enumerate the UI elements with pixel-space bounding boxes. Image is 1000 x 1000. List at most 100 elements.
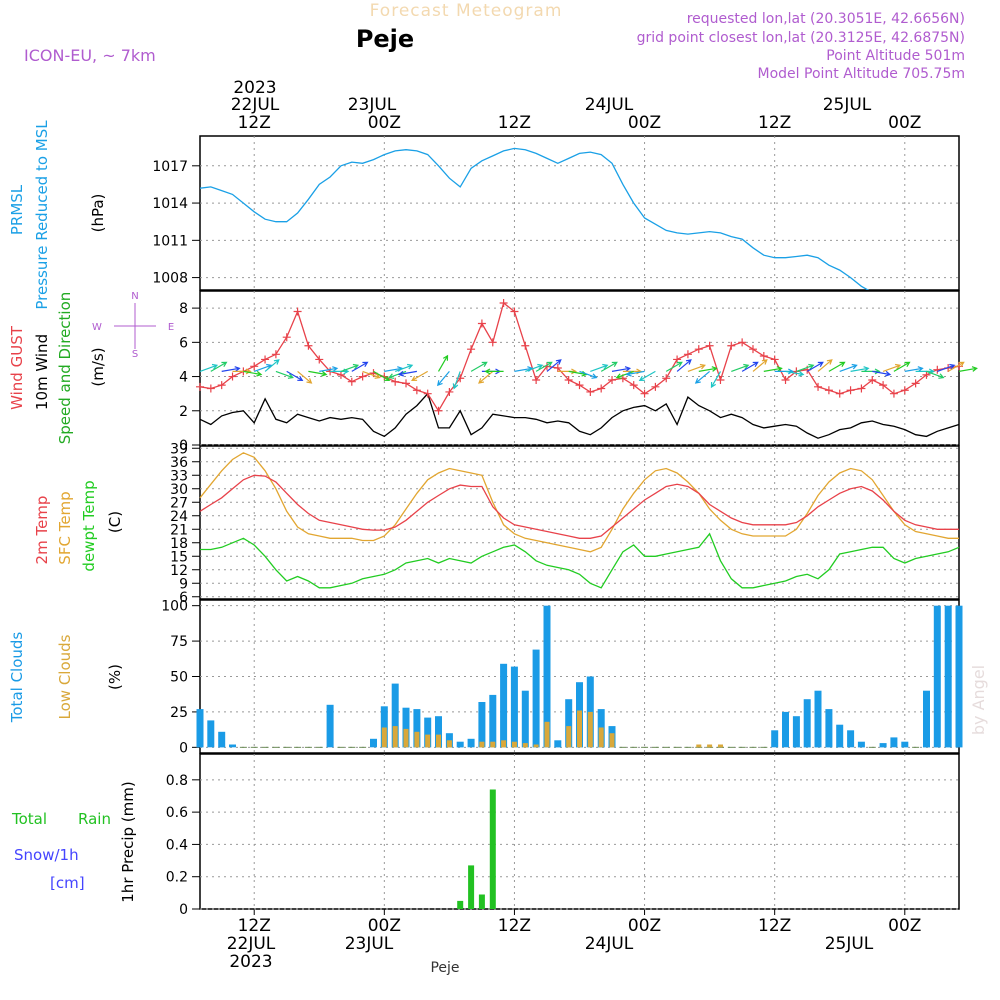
wind-arrow [232, 368, 252, 375]
y-tick-label: 30 [170, 482, 188, 498]
snow-label: Snow/1h [14, 846, 79, 864]
pressure-line [200, 147, 870, 290]
low-cloud-bar [577, 710, 582, 748]
total-cloud-bar [923, 690, 930, 748]
wind-arrow [286, 370, 304, 382]
wind-arrow [665, 361, 683, 372]
wind-arrow [958, 366, 978, 372]
gust-marker [824, 386, 833, 395]
wind-arrow [796, 363, 815, 372]
total-cloud-bar [825, 709, 833, 748]
gust-marker [304, 341, 313, 350]
percent-unit-label: (%) [106, 664, 124, 690]
wind-arrow [387, 370, 407, 379]
panel-frame [199, 135, 960, 291]
total-cloud-bar [814, 690, 822, 748]
total-cloud-bar [402, 707, 410, 748]
total-rain-label-total: Total [11, 810, 47, 828]
wind-arrow [452, 371, 461, 390]
y-tick-label: 0 [179, 902, 188, 918]
y-tick-label: 100 [161, 599, 188, 615]
wind-arrow [319, 366, 339, 372]
low-cloud-bar [533, 744, 539, 748]
total-cloud-bar [196, 709, 204, 748]
total-cloud-bar [380, 706, 388, 748]
hour-label-top: 00Z [628, 113, 661, 133]
wind-arrow [676, 359, 692, 372]
y-tick-label: 4 [179, 370, 188, 386]
wind-arrow [694, 370, 710, 384]
ms-unit-label: (m/s) [89, 347, 107, 386]
gust-marker [521, 341, 530, 350]
gust-marker [933, 365, 942, 374]
gust-marker [879, 381, 888, 390]
gust-marker [217, 381, 226, 390]
y-tick-label: 21 [170, 522, 188, 538]
pressure-panel: 1008 1011 1014 1017 [152, 135, 960, 291]
total-cloud-bar [944, 605, 952, 748]
wind-arrow [470, 361, 488, 372]
gust-marker [282, 333, 291, 342]
sfc-temp-label: SFC Temp [56, 491, 74, 564]
gust-marker [629, 381, 638, 390]
gust-marker [564, 375, 573, 384]
y-tick-label: 24 [170, 509, 188, 525]
wind-arrow [243, 370, 263, 377]
total-cloud-bar [565, 699, 573, 748]
wind-10m-label: 10m Wind [33, 334, 51, 410]
gust-marker [759, 352, 768, 361]
gust-marker [770, 355, 779, 364]
clouds-panel: 0 25 50 75 100 [161, 599, 963, 756]
wind-arrow [615, 370, 634, 379]
total-cloud-bar [489, 694, 497, 748]
wind-arrow [221, 366, 241, 372]
gust-marker [705, 341, 714, 350]
rain-bar [468, 865, 475, 909]
wind-panel: 0 2 4 6 8 [179, 290, 978, 454]
total-cloud-bar [500, 663, 508, 748]
wind-arrow [525, 363, 544, 372]
gust-marker [781, 375, 790, 384]
wind-arrow [411, 370, 428, 382]
low-cloud-bar [707, 744, 713, 748]
wind-arrow [484, 368, 504, 375]
wind-arrow [698, 366, 718, 372]
gust-marker [412, 386, 421, 395]
temp-2m-label: 2m Temp [33, 496, 51, 565]
low-cloud-bar [436, 734, 441, 748]
precip-panel: 0 0.2 0.4 0.6 0.8 [166, 753, 960, 918]
sfc-temp-line [199, 452, 959, 553]
hour-labels-bottom: 12Z 00Z 12Z 00Z 12Z 00Z [238, 909, 921, 936]
total-cloud-bar [478, 702, 486, 748]
total-cloud-bar [933, 605, 941, 748]
wind-arrow [478, 370, 494, 384]
total-cloud-bar [857, 741, 865, 748]
hour-label-bottom: 12Z [498, 916, 531, 936]
chart-title: Forecast Meteogram [370, 1, 563, 21]
y-tick-label: 0 [179, 438, 188, 454]
gust-marker [575, 381, 584, 390]
gust-marker [683, 350, 692, 359]
dewpt-line [200, 532, 960, 589]
gust-marker [748, 345, 757, 354]
total-cloud-bar [771, 730, 779, 748]
gust-marker [293, 307, 302, 316]
gust-marker [911, 379, 920, 388]
date-bottom-23: 23JUL [345, 934, 394, 954]
low-cloud-bar [501, 740, 507, 748]
hpa-unit-label: (hPa) [89, 194, 107, 233]
gust-marker [553, 364, 562, 372]
wind-arrow [839, 363, 858, 372]
gust-marker [716, 375, 725, 384]
wind-arrow [947, 361, 965, 372]
low-cloud-bar [446, 740, 452, 748]
total-cloud-bar [456, 741, 464, 748]
y-tick-label: 18 [170, 536, 188, 552]
y-tick-label: 0.4 [166, 837, 188, 853]
y-tick-label: 1011 [152, 233, 188, 249]
wind-arrow [264, 359, 280, 372]
gust-marker [662, 374, 671, 383]
y-tick-label: 9 [179, 576, 188, 592]
wind-arrow [397, 370, 418, 377]
gust-marker [434, 406, 443, 415]
